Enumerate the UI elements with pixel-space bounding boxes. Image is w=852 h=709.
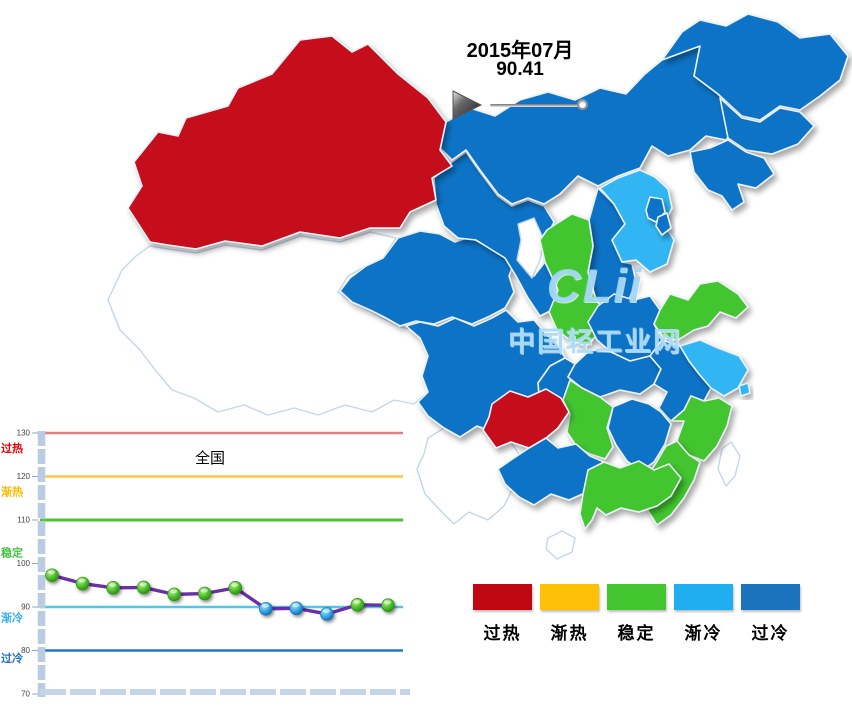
- zone-label: 稳定: [1, 546, 23, 560]
- province-hunan[interactable]: [562, 379, 614, 460]
- play-button[interactable]: [450, 88, 484, 122]
- province-tianjin[interactable]: [655, 212, 672, 236]
- data-point-highlight: [109, 582, 117, 587]
- data-point-highlight: [200, 588, 208, 593]
- data-point-highlight: [139, 582, 147, 587]
- legend-swatch-overcool: [741, 584, 800, 610]
- current-period-label: 2015年07月: [466, 40, 574, 62]
- legend-item-overcool: 过冷: [741, 584, 800, 644]
- y-tick-label: 100: [17, 559, 31, 568]
- current-index-value: 90.41: [496, 59, 544, 80]
- data-point-highlight: [261, 603, 269, 608]
- legend-swatch-overheat: [473, 584, 532, 610]
- data-point-highlight: [383, 600, 392, 605]
- y-tick-label: 70: [21, 690, 30, 699]
- province-taiwan[interactable]: [717, 441, 741, 487]
- legend-swatch-cooling: [674, 584, 733, 610]
- province-guangdong[interactable]: [579, 460, 682, 530]
- y-tick-label: 130: [17, 429, 31, 438]
- zone-label: 渐冷: [1, 610, 23, 624]
- province-xinjiang[interactable]: [127, 35, 453, 250]
- province-hainan[interactable]: [545, 530, 576, 560]
- zone-label: 过冷: [1, 651, 23, 665]
- province-jiangxi[interactable]: [607, 398, 672, 472]
- province-inner-mongolia[interactable]: [439, 31, 741, 205]
- province-shandong[interactable]: [653, 280, 749, 341]
- y-tick-label: 120: [17, 472, 31, 481]
- province-liaoning[interactable]: [689, 139, 775, 211]
- data-point-highlight: [47, 570, 56, 575]
- legend-item-overheat: 过热: [473, 584, 532, 644]
- province-guizhou[interactable]: [482, 388, 570, 449]
- province-shanghai[interactable]: [738, 382, 751, 397]
- province-jiangsu[interactable]: [679, 339, 749, 397]
- province-hebei[interactable]: [599, 169, 675, 273]
- y-tick-label: 110: [17, 516, 30, 525]
- legend-label: 渐冷: [684, 624, 723, 643]
- chart-title: 全国: [194, 450, 225, 467]
- zone-label: 渐热: [1, 485, 23, 499]
- data-point-highlight: [78, 578, 86, 583]
- province-zhejiang[interactable]: [670, 395, 733, 462]
- map-legend: 过热 渐热 稳定 渐冷 过冷: [473, 584, 800, 644]
- data-point-highlight: [170, 589, 178, 594]
- data-point-highlight: [353, 599, 361, 604]
- province-gansu[interactable]: [433, 151, 559, 317]
- province-ningxia[interactable]: [516, 217, 545, 279]
- legend-item-cooling: 渐冷: [674, 584, 733, 644]
- data-point-highlight: [322, 608, 331, 613]
- legend-label: 渐热: [550, 624, 589, 643]
- legend-label: 稳定: [617, 624, 656, 643]
- national-trend-chart: 130 120 110 100 90 80 70 过热渐热稳定渐冷过冷 全国: [0, 425, 412, 704]
- zone-label: 过热: [1, 441, 23, 455]
- legend-swatch-warming: [540, 584, 599, 610]
- legend-item-stable: 稳定: [607, 584, 666, 644]
- data-point-highlight: [231, 582, 239, 587]
- data-point-highlight: [292, 603, 300, 608]
- legend-swatch-stable: [607, 584, 666, 610]
- y-tick-label: 90: [21, 603, 30, 612]
- play-icon: [452, 90, 483, 120]
- legend-label: 过热: [483, 624, 522, 643]
- legend-label: 过冷: [751, 624, 790, 643]
- y-tick-label: 80: [21, 646, 30, 655]
- timeline-slider-handle[interactable]: [577, 99, 588, 110]
- time-control-panel: 2015年07月 90.41: [430, 28, 610, 132]
- province-heilongjiang[interactable]: [661, 13, 849, 121]
- province-shaanxi[interactable]: [539, 213, 611, 347]
- legend-item-warming: 渐热: [540, 584, 599, 644]
- timeline-slider-track[interactable]: [490, 104, 586, 107]
- province-jilin[interactable]: [719, 97, 815, 155]
